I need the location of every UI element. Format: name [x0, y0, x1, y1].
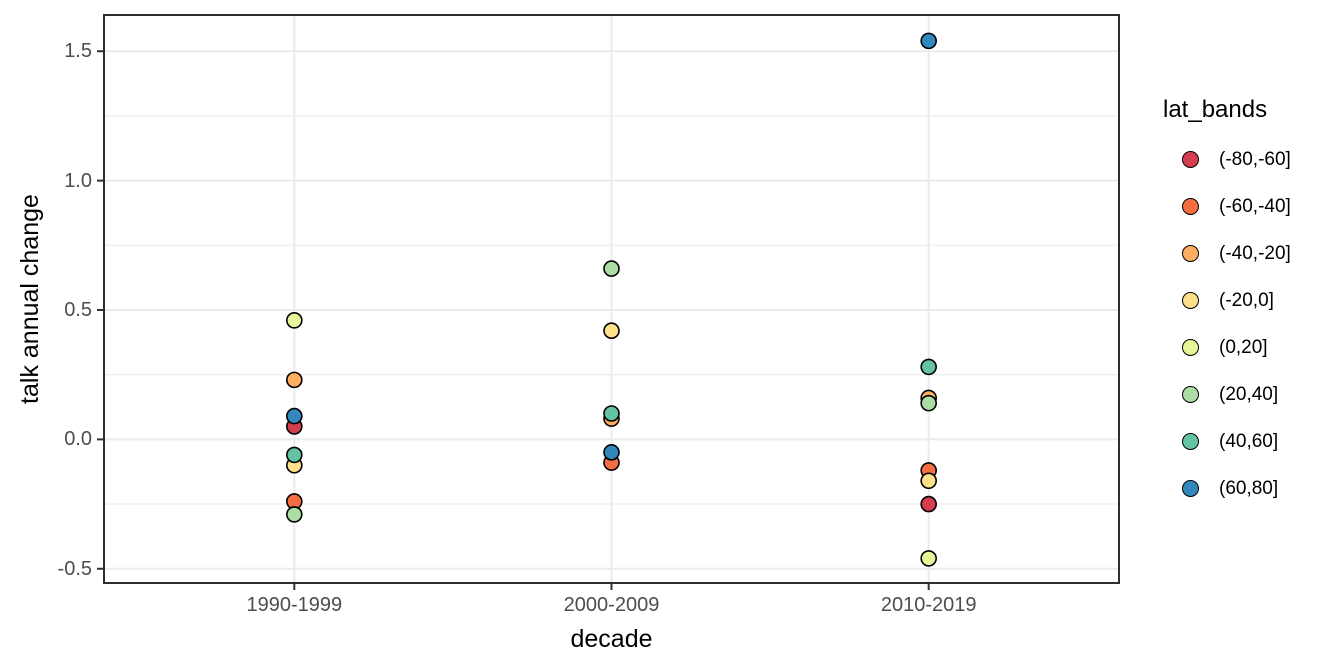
- data-point: [603, 444, 620, 461]
- y-tick-label: -0.5: [57, 557, 92, 580]
- legend-entry: (0,20]: [1182, 324, 1291, 371]
- legend-entries: (-80,-60] (-60,-40] (-40,-20] (-20,0] (0,20]…: [1182, 136, 1291, 512]
- y-tick-label: 1.5: [64, 40, 92, 63]
- legend-key-icon: [1182, 198, 1199, 215]
- legend-entry: (-80,-60]: [1182, 136, 1291, 183]
- legend-entry: (-40,-20]: [1182, 230, 1291, 277]
- legend-entry: (20,40]: [1182, 371, 1291, 418]
- x-tick-label: 2000-2009: [563, 594, 660, 616]
- data-point: [286, 312, 303, 329]
- legend-entry: (-20,0]: [1182, 277, 1291, 324]
- legend-key-icon: [1182, 245, 1199, 262]
- y-tick-label: 1.0: [64, 169, 92, 192]
- legend-label: (0,20]: [1219, 336, 1268, 358]
- legend-label: (-60,-40]: [1219, 195, 1291, 217]
- legend-label: (-20,0]: [1219, 289, 1274, 311]
- x-axis-title: decade: [570, 625, 653, 653]
- panel-border: [103, 14, 1120, 584]
- legend-label: (-80,-60]: [1219, 148, 1291, 170]
- data-point: [920, 550, 937, 567]
- legend-key-icon: [1182, 151, 1199, 168]
- data-point: [603, 322, 620, 339]
- data-point: [603, 260, 620, 277]
- data-point: [920, 394, 937, 412]
- legend-key-icon: [1182, 386, 1199, 403]
- data-point: [286, 407, 303, 425]
- legend-key-icon: [1182, 433, 1199, 450]
- legend-label: (60,80]: [1219, 477, 1279, 499]
- legend-entry: (40,60]: [1182, 418, 1291, 465]
- legend-entry: (-60,-40]: [1182, 183, 1291, 230]
- legend-label: (20,40]: [1219, 383, 1279, 405]
- legend-key-icon: [1182, 292, 1199, 309]
- x-tick-label: 2010-2019: [880, 594, 977, 616]
- legend-entry: (60,80]: [1182, 465, 1291, 512]
- data-point: [286, 371, 303, 389]
- legend-label: (-40,-20]: [1219, 242, 1291, 264]
- y-tick-label: 0.0: [64, 428, 92, 451]
- legend-label: (40,60]: [1219, 430, 1279, 452]
- legend-key-icon: [1182, 480, 1199, 497]
- data-point: [920, 495, 937, 513]
- x-tick-label: 1990-1999: [246, 594, 343, 616]
- legend-title: lat_bands: [1163, 96, 1268, 123]
- data-point: [920, 358, 937, 376]
- data-point: [286, 446, 303, 464]
- data-point: [920, 472, 937, 490]
- y-tick-label: 0.5: [64, 298, 92, 321]
- legend-key-icon: [1182, 339, 1199, 356]
- data-point: [286, 506, 303, 523]
- data-point: [603, 405, 620, 422]
- data-point: [920, 32, 937, 50]
